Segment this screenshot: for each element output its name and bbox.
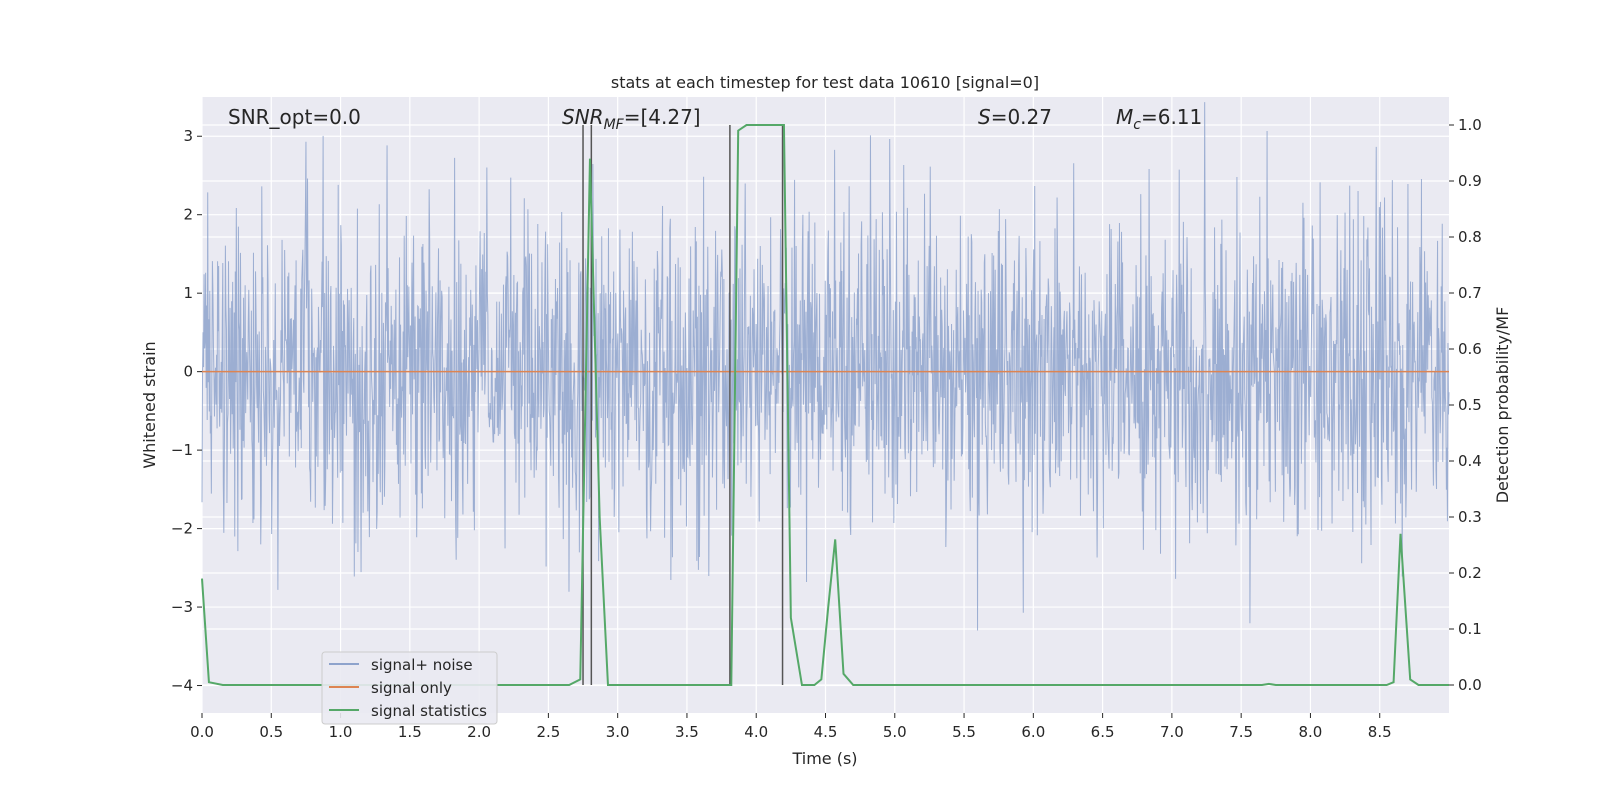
y-right-tick-label: 0.4 [1458,452,1482,470]
x-tick-label: 0.0 [190,723,214,741]
y-right-tick-label: 0.8 [1458,228,1482,246]
x-tick-label: 5.0 [883,723,907,741]
y-right-tick-label: 1.0 [1458,116,1482,134]
x-tick-label: 3.5 [675,723,699,741]
noise-line [201,102,1450,631]
x-tick-label: 0.5 [259,723,283,741]
y-right-tick-label: 0.2 [1458,564,1482,582]
y-right-tick-label: 0.7 [1458,284,1482,302]
y-left-tick-label: −2 [171,520,193,538]
y-right-tick-label: 0.1 [1458,620,1482,638]
legend-label-signal-noise: signal+ noise [371,656,473,674]
x-axis-label: Time (s) [791,749,857,768]
s-variable: S [978,105,991,129]
y-left-tick-label: 1 [183,284,193,302]
x-tick-label: 7.5 [1229,723,1253,741]
y-left-tick-label: −1 [171,441,193,459]
y-axis-left-label: Whitened strain [140,341,159,468]
chart-title: stats at each timestep for test data 106… [611,73,1039,92]
y-right-tick-label: 0.5 [1458,396,1482,414]
y-axis-left-ticks: 3 2 1 0 −1 −2 −3 −4 [171,127,202,695]
x-tick-label: 2.0 [467,723,491,741]
y-right-tick-label: 0.9 [1458,172,1482,190]
annotation-snr-mf: SNRMF=[4.27] [562,105,701,133]
mc-subscript: c [1133,117,1141,133]
y-left-tick-label: 3 [183,127,193,145]
legend: signal+ noise signal only signal statist… [321,651,498,725]
x-tick-label: 3.0 [606,723,630,741]
annotation-mc: Mc=6.11 [1116,105,1202,133]
series-signal-statistics [201,124,1449,686]
y-right-tick-label: 0.3 [1458,508,1482,526]
y-left-tick-label: −3 [171,598,193,616]
snr-mf-subscript: MF [604,117,625,133]
x-tick-label: 8.0 [1299,723,1323,741]
legend-box [321,651,498,725]
x-tick-label: 5.5 [952,723,976,741]
y-left-tick-label: 0 [183,363,193,381]
x-tick-label: 2.5 [536,723,560,741]
y-axis-right-ticks: 1.0 0.9 0.8 0.7 0.6 0.5 0.4 0.3 0.2 0.1 0.0 [1449,116,1482,694]
x-tick-label: 4.5 [814,723,838,741]
snr-mf-base: SNR [562,105,604,129]
mc-value: =6.11 [1141,105,1202,129]
mc-variable: M [1116,105,1133,129]
signal-statistics-line [201,124,1449,686]
x-tick-label: 1.5 [398,723,422,741]
legend-label-signal-statistics: signal statistics [371,702,487,720]
x-tick-label: 8.5 [1368,723,1392,741]
y-left-tick-label: 2 [183,206,193,224]
series-signal-noise [201,102,1450,631]
annotation-s: S=0.27 [978,105,1052,129]
s-value: =0.27 [991,105,1052,129]
grid [201,97,1449,713]
y-right-tick-label: 0.6 [1458,340,1482,358]
y-left-tick-label: −4 [171,677,193,695]
snr-mf-value: =[4.27] [624,105,701,129]
x-tick-label: 4.0 [744,723,768,741]
x-tick-label: 6.0 [1021,723,1045,741]
x-tick-label: 1.0 [329,723,353,741]
annotation-snr-opt: SNR_opt=0.0 [228,105,361,129]
y-axis-right-label: Detection probability/MF [1493,307,1512,504]
legend-label-signal-only: signal only [371,679,452,697]
x-tick-label: 6.5 [1091,723,1115,741]
x-tick-label: 7.0 [1160,723,1184,741]
x-axis-ticks: 0.0 0.5 1.0 1.5 2.0 2.5 3.0 3.5 4.0 4.5 5.0 5.5 6.0 6… [190,713,1392,741]
y-right-tick-label: 0.0 [1458,676,1482,694]
